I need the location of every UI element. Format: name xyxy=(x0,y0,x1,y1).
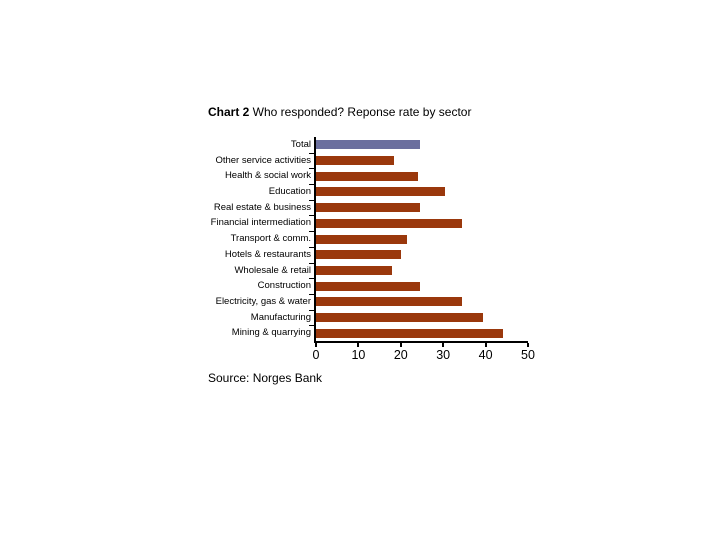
x-axis-tick xyxy=(399,343,402,347)
bar xyxy=(316,156,395,166)
y-axis-tick xyxy=(309,309,314,311)
category-label: Construction xyxy=(257,280,311,292)
category-label: Real estate & business xyxy=(213,201,311,213)
x-axis-tick-label: 0 xyxy=(312,348,320,362)
category-label: Health & social work xyxy=(224,170,311,182)
source-text: Source: Norges Bank xyxy=(208,371,323,385)
category-label: Financial intermediation xyxy=(210,217,311,229)
y-axis-tick xyxy=(309,262,314,264)
bar xyxy=(316,328,503,338)
x-axis-tick xyxy=(484,343,487,347)
x-axis-tick xyxy=(527,343,529,347)
x-axis-tick xyxy=(315,343,317,347)
bar xyxy=(316,281,420,291)
x-axis-tick-label: 30 xyxy=(436,348,451,362)
x-axis-tick xyxy=(442,343,445,347)
bar xyxy=(316,203,420,213)
plot-area xyxy=(314,137,528,343)
chart-title-number: Chart 2 xyxy=(208,105,250,119)
y-axis-tick xyxy=(309,168,314,170)
bar xyxy=(316,265,393,275)
category-label: Mining & quarrying xyxy=(231,327,311,339)
bar xyxy=(316,140,420,150)
y-axis-tick xyxy=(309,293,314,295)
bar xyxy=(316,171,418,181)
category-label: Wholesale & retail xyxy=(234,264,311,276)
y-axis-tick xyxy=(309,278,314,280)
y-axis-tick xyxy=(309,152,314,154)
x-axis-tick-label: 20 xyxy=(393,348,408,362)
category-label: Manufacturing xyxy=(250,311,311,323)
chart-title-text: Who responded? Reponse rate by sector xyxy=(249,105,472,119)
bar xyxy=(316,312,484,322)
category-label: Other service activities xyxy=(215,154,311,166)
y-axis-tick xyxy=(309,215,314,217)
x-axis-tick-label: 10 xyxy=(351,348,366,362)
category-label: Education xyxy=(268,186,311,198)
category-label: Transport & comm. xyxy=(230,233,311,245)
y-axis-tick xyxy=(309,246,314,248)
bar xyxy=(316,218,463,228)
bar xyxy=(316,187,446,197)
y-axis-tick xyxy=(309,231,314,233)
y-axis-tick xyxy=(309,184,314,186)
chart-title: Chart 2 Who responded? Reponse rate by s… xyxy=(208,105,471,120)
category-label: Total xyxy=(290,139,311,150)
x-axis-tick-label: 50 xyxy=(521,348,535,362)
x-axis-tick xyxy=(357,343,360,347)
category-label: Hotels & restaurants xyxy=(224,248,311,260)
bar xyxy=(316,297,463,307)
y-axis-tick xyxy=(309,199,314,201)
bar xyxy=(316,234,408,244)
category-label: Electricity, gas & water xyxy=(215,295,311,307)
bar xyxy=(316,250,401,260)
x-axis-tick-label: 40 xyxy=(478,348,493,362)
y-axis-tick xyxy=(309,325,314,327)
